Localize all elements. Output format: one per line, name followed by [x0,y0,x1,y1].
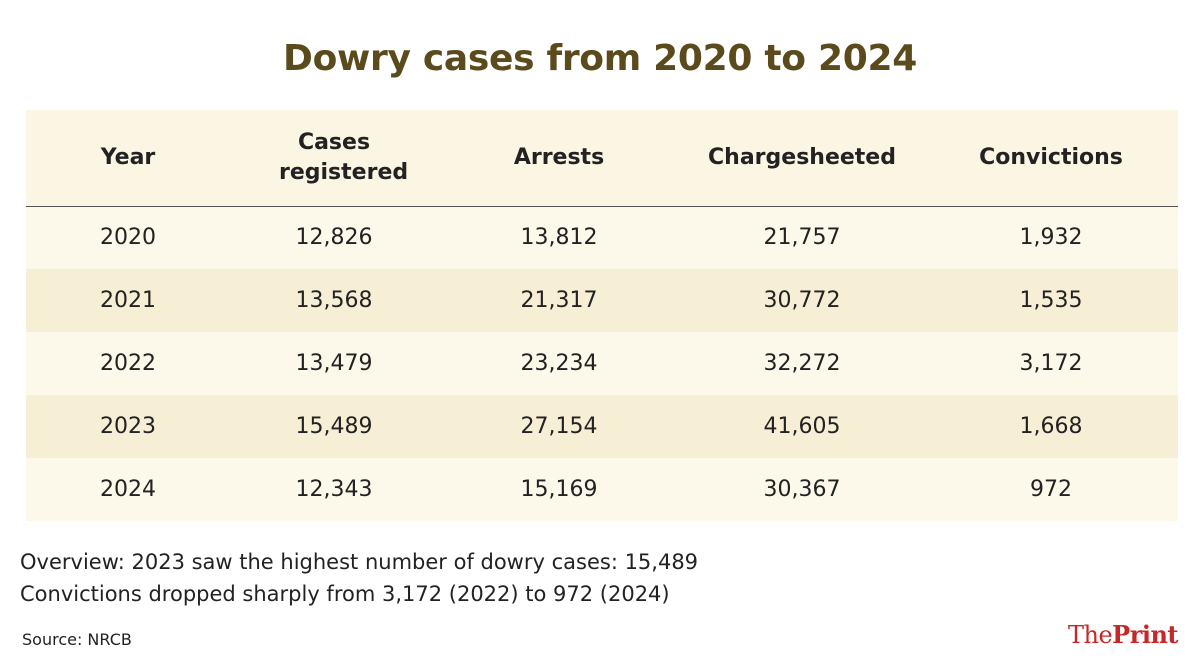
table-row: 2023 15,489 27,154 41,605 1,668 [26,395,1178,458]
table-cell: 12,826 [295,225,373,251]
table-cell: 1,668 [1019,414,1083,439]
dowry-table: Year Cases registered Arrests Chargeshee… [26,110,1178,521]
table-cell: 23,234 [520,351,598,376]
overview-label: Overview: [20,550,125,574]
table-cell: 13,568 [295,288,373,313]
table-cell: 2022 [100,351,156,376]
table-cell: 30,367 [763,477,841,502]
header-convictions: Convictions [924,110,1178,207]
table-cell: 2023 [100,414,156,439]
table-row: 2021 13,568 21,317 30,772 1,535 [26,269,1178,332]
logo-part-the: The [1067,621,1113,649]
table-cell: 27,154 [520,414,598,439]
table-cell: 2021 [100,288,156,313]
table-cell: 15,169 [520,477,598,502]
data-table-container: Year Cases registered Arrests Chargeshee… [26,110,1178,521]
table-row: 2020 12,826 13,812 21,757 1,932 [26,206,1178,269]
table-body: 2020 12,826 13,812 21,757 1,932 2021 13,568 21,… [26,206,1178,521]
table-cell: 3,172 [1019,351,1083,376]
table-cell: 1,932 [1019,225,1083,251]
theprint-logo: ThePrint [1067,620,1179,649]
table-cell: 30,772 [763,288,841,313]
table-cell: 32,272 [763,351,841,376]
overview-text-1: 2023 saw the highest number of dowry cas… [131,550,699,574]
table-cell: 1,535 [1019,288,1083,313]
table-cell: 21,757 [763,225,841,251]
table-cell: 41,605 [763,414,841,439]
logo-part-print: Print [1112,620,1178,649]
table-cell: 13,812 [520,225,598,251]
table-cell: 15,489 [295,414,373,439]
table-cell: 13,479 [295,351,373,376]
table-cell: 21,317 [520,288,598,313]
overview-line-1: Overview: 2023 saw the highest number of… [20,546,698,578]
table-cell: 2024 [100,477,156,502]
table-cell: 12,343 [295,477,373,502]
header-cases-registered: Cases registered [230,110,438,207]
table-header-row: Year Cases registered Arrests Chargeshee… [26,110,1178,207]
header-arrests: Arrests [438,110,680,207]
table-row: 2022 13,479 23,234 32,272 3,172 [26,332,1178,395]
header-cases-registered-text: Cases registered [279,129,409,185]
overview-line-2: Convictions dropped sharply from 3,172 (… [20,582,670,606]
table-row: 2024 12,343 15,169 30,367 972 [26,458,1178,521]
header-year: Year [26,110,230,207]
overview-notes: Overview: 2023 saw the highest number of… [20,546,698,610]
source-credit: Source: NRCB [22,630,132,649]
table-cell: 972 [1030,477,1072,502]
header-chargesheeted: Chargesheeted [680,110,924,207]
table-cell: 2020 [100,225,156,251]
chart-title: Dowry cases from 2020 to 2024 [283,38,917,79]
